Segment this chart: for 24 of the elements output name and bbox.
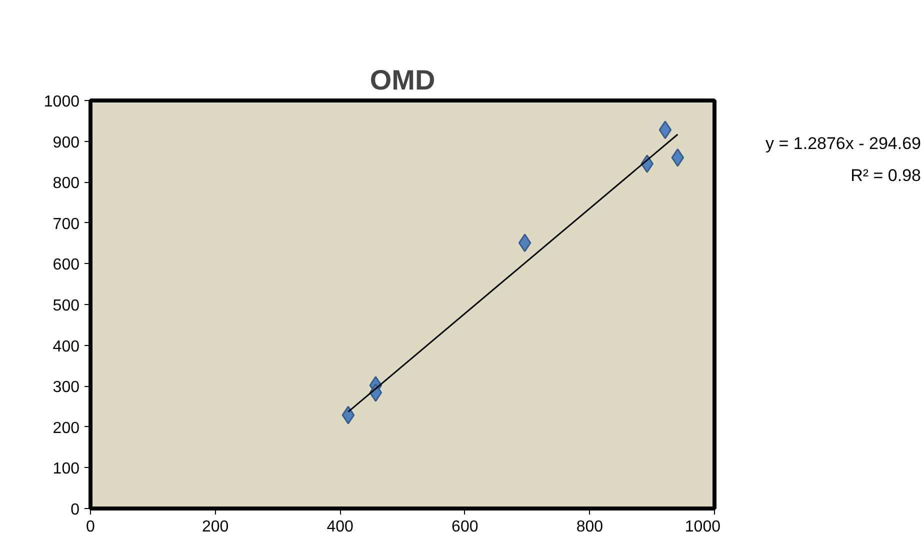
point — [658, 120, 672, 140]
text: y = 1.2876x - 294.69 — [766, 134, 921, 154]
chart-title: OMD — [370, 64, 436, 96]
y-tick-label: 500 — [52, 298, 80, 314]
x-tick-label: 0 — [86, 518, 96, 536]
y-tick-label: 600 — [52, 256, 80, 274]
x-tick-label: 1000 — [684, 518, 721, 536]
x-tick-label: 400 — [326, 518, 354, 536]
y-tick-label: 300 — [52, 379, 80, 396]
y-tick-label: 0 — [70, 502, 80, 518]
y-tick-label: 700 — [52, 216, 80, 233]
y-tick-label: 800 — [52, 175, 80, 192]
point — [671, 148, 684, 167]
point — [342, 406, 355, 424]
text: R² = 0.98 — [850, 166, 921, 186]
y-tick-label: 100 — [52, 460, 80, 478]
x-tick-label: 800 — [576, 518, 604, 536]
y-tick-label: 1000 — [44, 94, 80, 110]
y-tick-label: 200 — [52, 420, 80, 437]
x-tick-label: 200 — [202, 518, 229, 536]
y-tick-label: 900 — [52, 134, 80, 152]
y-tick-label: 400 — [52, 338, 80, 356]
point — [518, 234, 532, 252]
x-tick-label: 600 — [452, 518, 478, 536]
